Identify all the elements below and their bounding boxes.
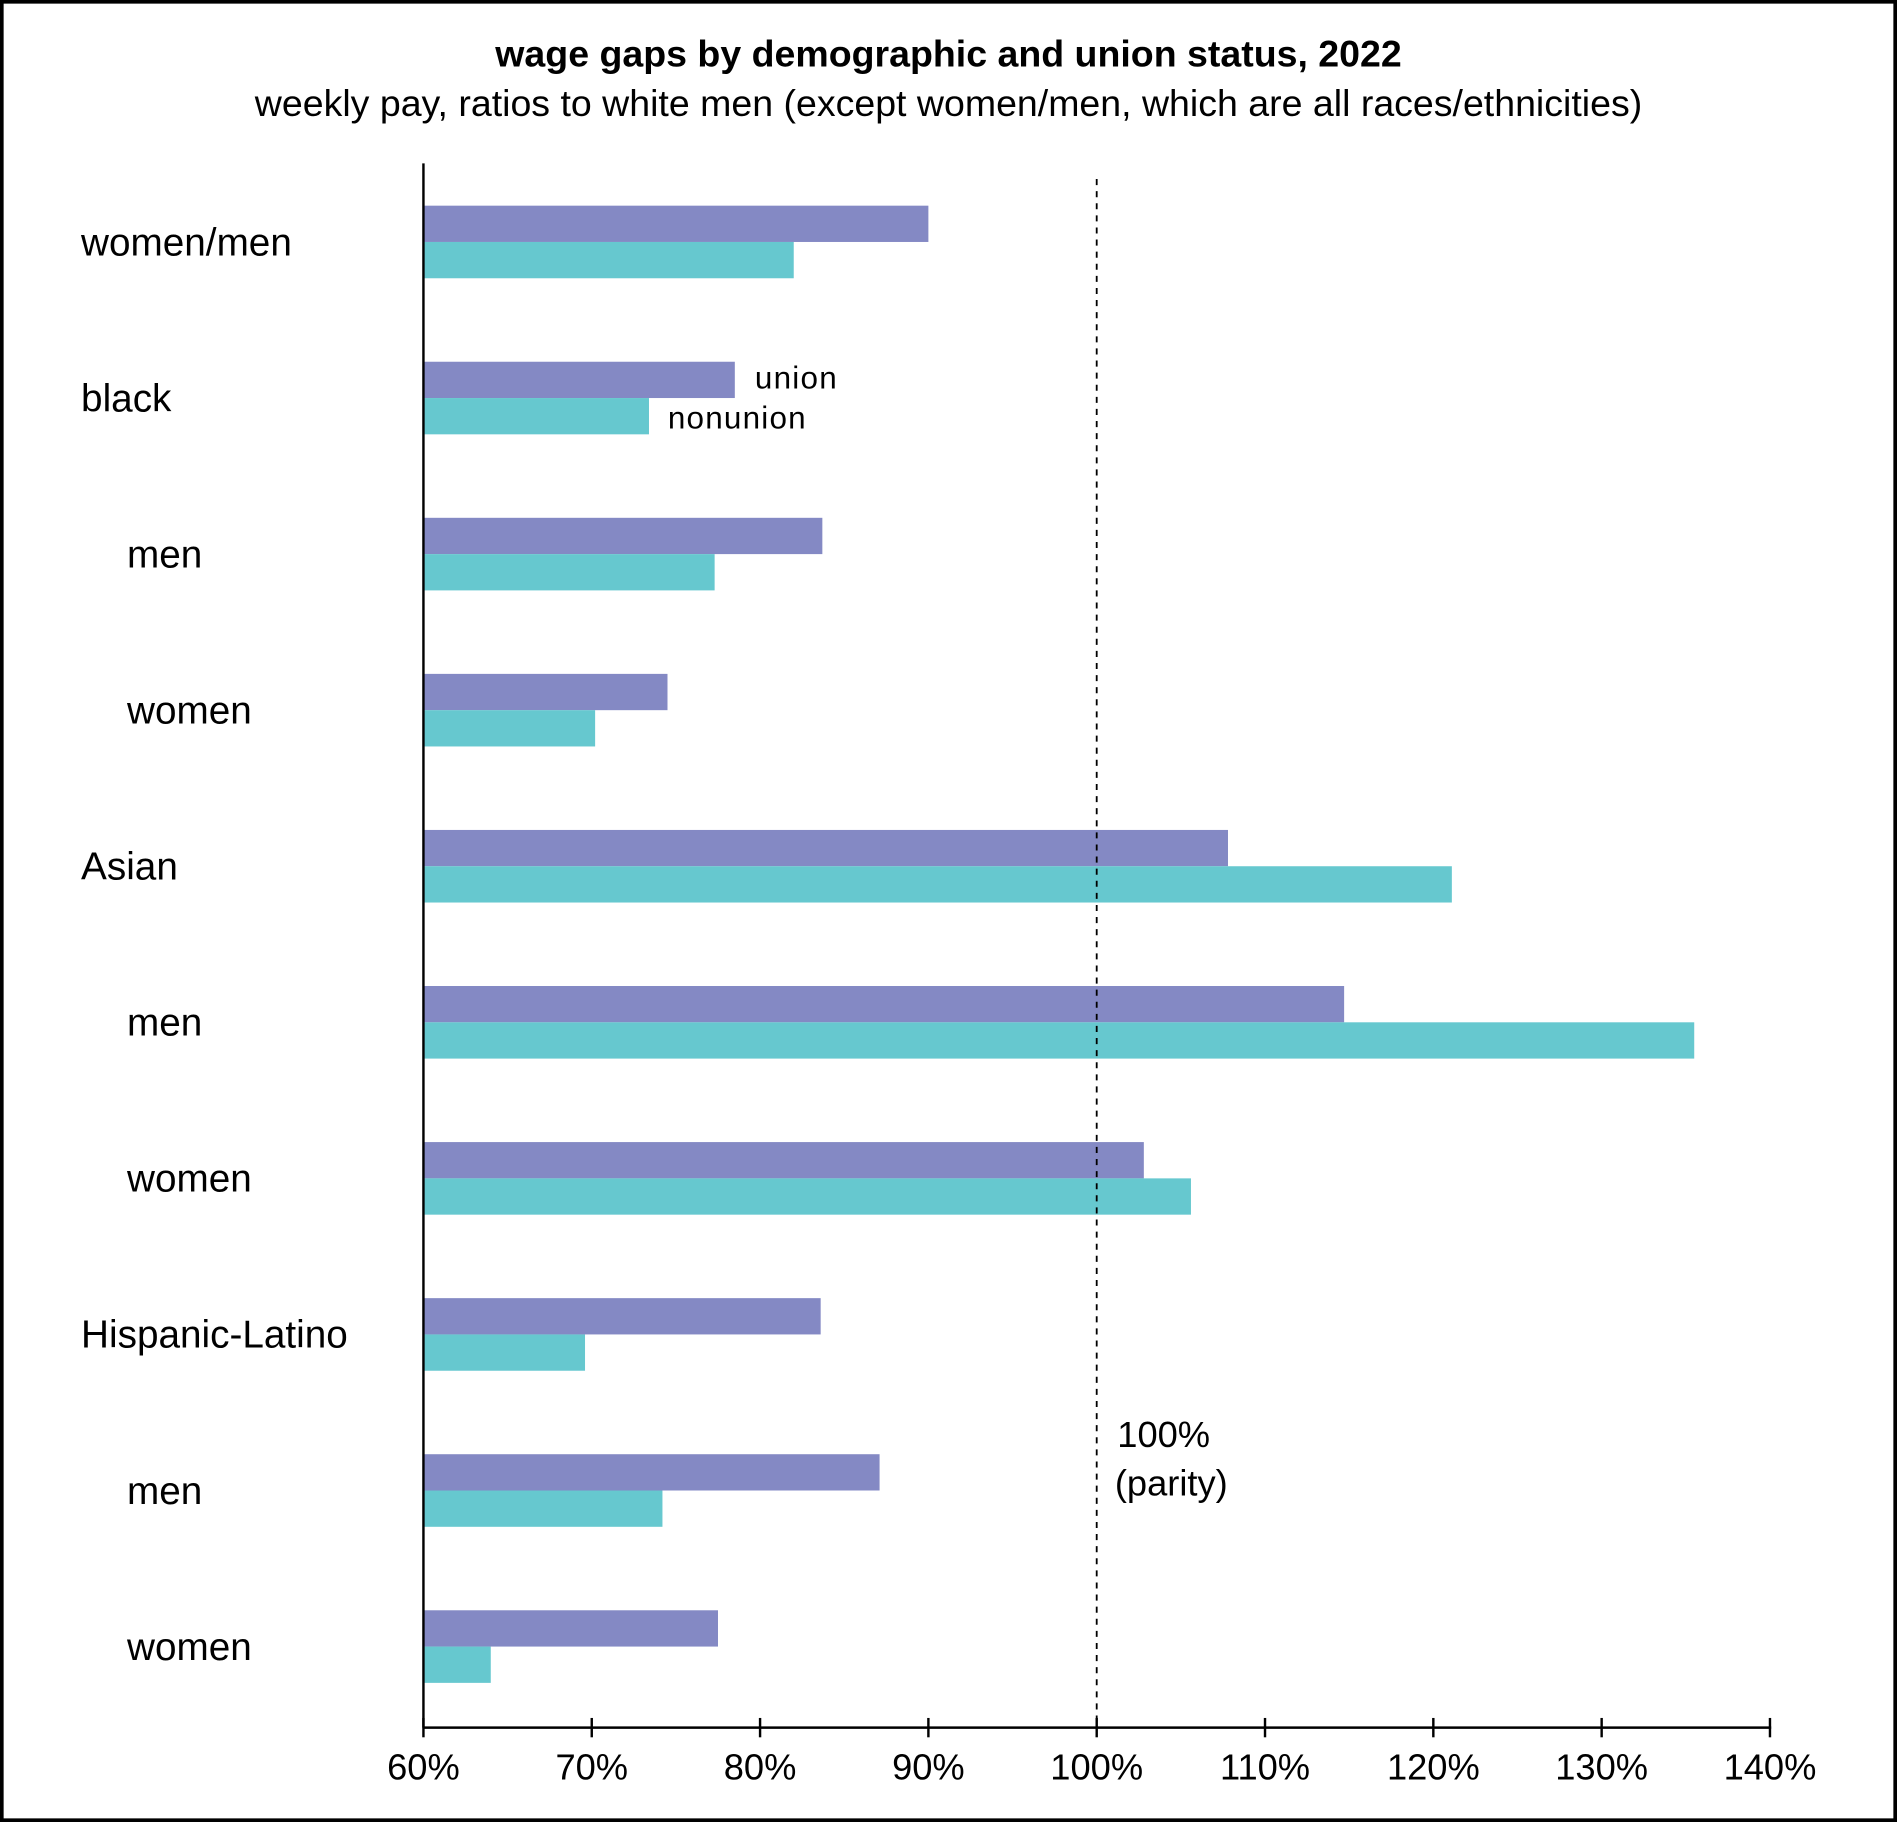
parity-sublabel: (parity) xyxy=(1115,1462,1228,1503)
x-tick-label: 120% xyxy=(1387,1747,1480,1788)
bar-union xyxy=(423,829,1228,867)
bar-union xyxy=(423,1298,821,1335)
bar-nonunion xyxy=(423,1334,586,1371)
chart-subtitle: weekly pay, ratios to white men (except … xyxy=(254,82,1642,124)
bar-union xyxy=(423,1610,718,1647)
category-label: black xyxy=(81,377,172,420)
category-label: men xyxy=(127,1002,202,1045)
bar-union xyxy=(423,673,668,711)
bar-union xyxy=(423,205,929,242)
bar-nonunion xyxy=(423,1178,1191,1215)
category-label: women/men xyxy=(80,221,292,264)
bar-nonunion xyxy=(423,398,649,435)
bar-union xyxy=(423,517,823,555)
bar-nonunion xyxy=(423,241,794,279)
bar-union xyxy=(423,361,735,399)
x-tick-label: 70% xyxy=(555,1747,628,1788)
bar-nonunion xyxy=(423,710,596,747)
x-tick-label: 110% xyxy=(1220,1747,1310,1788)
x-tick-label: 90% xyxy=(892,1747,965,1788)
chart-title: wage gaps by demographic and union statu… xyxy=(494,33,1401,75)
parity-label: 100% xyxy=(1117,1414,1210,1455)
legend-nonunion: nonunion xyxy=(668,400,807,435)
x-tick-label: 130% xyxy=(1555,1747,1648,1788)
bar-nonunion xyxy=(423,554,715,591)
bar-nonunion xyxy=(423,1490,663,1527)
bar-union xyxy=(423,1142,1144,1179)
bar-nonunion xyxy=(423,1022,1695,1059)
category-label: men xyxy=(127,533,202,576)
category-label: men xyxy=(127,1470,202,1513)
bar-union xyxy=(423,986,1345,1023)
bar-nonunion xyxy=(423,866,1452,903)
legend-union: union xyxy=(755,360,838,395)
category-label: Asian xyxy=(81,846,178,889)
x-tick-label: 80% xyxy=(724,1747,797,1788)
bar-union xyxy=(423,1454,880,1491)
category-label: women xyxy=(126,689,252,732)
category-label: women xyxy=(126,1158,252,1201)
x-tick-label: 100% xyxy=(1050,1747,1143,1788)
category-label: women xyxy=(126,1626,252,1669)
x-tick-label: 60% xyxy=(387,1747,460,1788)
category-label: Hispanic-Latino xyxy=(81,1314,348,1357)
bar-nonunion xyxy=(423,1646,491,1683)
x-tick-label: 140% xyxy=(1724,1747,1817,1788)
